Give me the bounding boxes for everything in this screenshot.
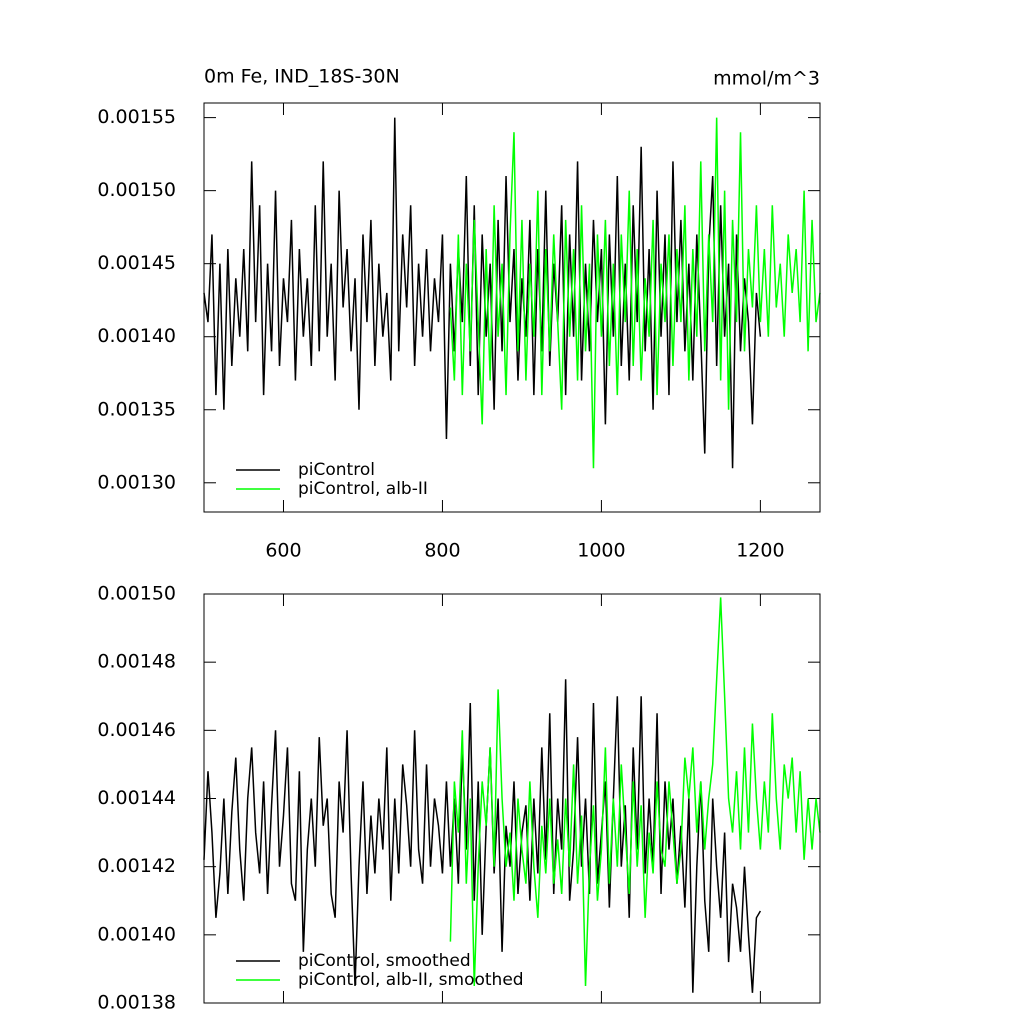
y-tick-label: 0.00140 <box>97 923 176 945</box>
series-line <box>449 597 821 986</box>
legend-label: piControl, smoothed <box>298 951 471 971</box>
legend-label: piControl, alb-II, smoothed <box>298 970 524 990</box>
y-tick-label: 0.00146 <box>97 719 176 741</box>
units-label: mmol/m^3 <box>713 68 820 90</box>
x-tick-label: 600 <box>265 540 301 562</box>
legend-label: piControl <box>298 460 375 480</box>
y-tick-label: 0.00148 <box>97 651 176 673</box>
series-line <box>449 117 821 469</box>
series-line <box>203 117 762 469</box>
x-tick-label: 1000 <box>577 540 625 562</box>
y-tick-label: 0.00138 <box>97 992 176 1014</box>
y-tick-label: 0.00140 <box>97 325 176 347</box>
x-tick-label: 800 <box>424 540 460 562</box>
y-tick-label: 0.00150 <box>97 179 176 201</box>
y-tick-label: 0.00135 <box>97 398 176 420</box>
legend-label: piControl, alb-II <box>298 479 428 499</box>
y-tick-label: 0.00145 <box>97 252 176 274</box>
plot-frame <box>203 593 821 1004</box>
plot-frame <box>203 102 821 513</box>
y-tick-label: 0.00155 <box>97 106 176 128</box>
y-tick-label: 0.00144 <box>97 787 176 809</box>
x-tick-label: 1200 <box>736 540 784 562</box>
y-tick-label: 0.00130 <box>97 471 176 493</box>
chart-title: 0m Fe, IND_18S-30N <box>204 66 400 88</box>
y-tick-label: 0.00142 <box>97 855 176 877</box>
series-line <box>203 679 762 993</box>
y-tick-label: 0.00150 <box>97 583 176 605</box>
